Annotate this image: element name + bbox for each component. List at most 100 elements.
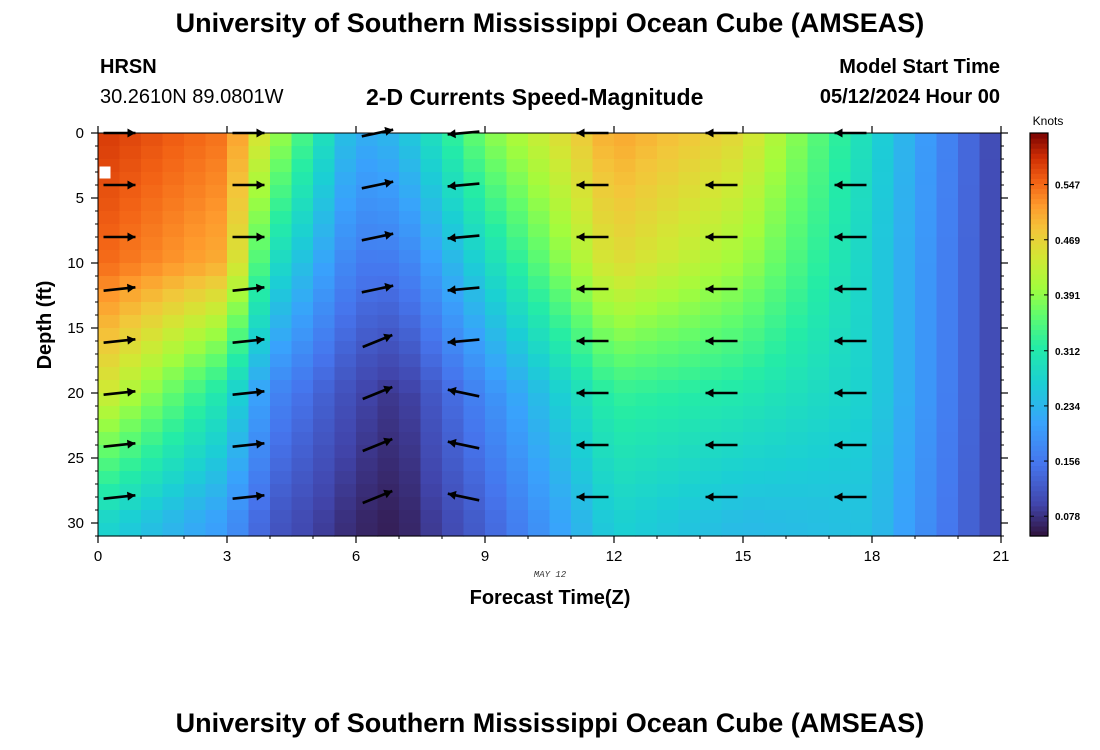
heatmap-cell xyxy=(356,146,379,160)
x-axis-label: Forecast Time(Z) xyxy=(470,587,631,609)
heatmap-cell xyxy=(442,445,465,459)
heatmap-cell xyxy=(893,133,916,147)
heatmap-cell xyxy=(141,276,164,290)
heatmap-cell xyxy=(807,341,830,355)
heatmap-cell xyxy=(592,471,615,485)
heatmap-cell xyxy=(614,393,637,407)
heatmap-cell xyxy=(893,497,916,511)
heatmap-cell xyxy=(764,133,787,147)
heatmap-cell xyxy=(227,237,250,251)
colorbar-segment xyxy=(1030,349,1048,356)
heatmap-cell xyxy=(721,367,744,381)
heatmap-cell xyxy=(657,159,680,173)
heatmap-cell xyxy=(743,224,766,238)
heatmap-cell xyxy=(506,276,529,290)
colorbar-segment xyxy=(1030,430,1048,436)
heatmap-cell xyxy=(936,484,959,498)
heatmap-cell xyxy=(506,510,529,524)
heatmap-cell xyxy=(592,276,615,290)
heatmap-cell xyxy=(549,484,572,498)
colorbar-segment xyxy=(1030,525,1048,532)
heatmap-cell xyxy=(141,185,164,199)
heatmap-cell xyxy=(678,367,701,381)
heatmap-cell xyxy=(936,198,959,212)
heatmap-cell xyxy=(915,328,938,342)
current-vector xyxy=(834,232,867,242)
heatmap-cell xyxy=(205,471,228,485)
heatmap-cell xyxy=(119,380,142,394)
colorbar-title: Knots xyxy=(1033,114,1064,128)
heatmap-cell xyxy=(399,237,422,251)
current-vector xyxy=(705,336,738,346)
heatmap-cell xyxy=(270,341,293,355)
heatmap-cell xyxy=(463,471,486,485)
heatmap-cell xyxy=(98,484,121,498)
heatmap-cell xyxy=(893,432,916,446)
heatmap-cell xyxy=(635,419,658,433)
heatmap-cell xyxy=(270,471,293,485)
heatmap-cell xyxy=(678,354,701,368)
heatmap-cell xyxy=(592,302,615,316)
heatmap-cell xyxy=(334,224,357,238)
heatmap-cell xyxy=(614,276,637,290)
heatmap-cell xyxy=(635,406,658,420)
heatmap-cell xyxy=(614,354,637,368)
colorbar-segment xyxy=(1030,289,1048,295)
heatmap-cell xyxy=(807,419,830,433)
heatmap-cell xyxy=(915,289,938,303)
heatmap-cell xyxy=(915,458,938,472)
heatmap-cell xyxy=(399,224,422,238)
heatmap-cell xyxy=(528,497,551,511)
heatmap-cell xyxy=(657,276,680,290)
heatmap-cell xyxy=(377,198,400,212)
heatmap-cell xyxy=(98,341,121,355)
heatmap-cell xyxy=(786,133,809,147)
heatmap-cell xyxy=(442,367,465,381)
heatmap-cell xyxy=(764,328,787,342)
colorbar-segment xyxy=(1030,218,1048,225)
heatmap-cell xyxy=(377,146,400,160)
heatmap-cell xyxy=(958,211,981,225)
heatmap-cell xyxy=(592,289,615,303)
heatmap-cell xyxy=(678,328,701,342)
heatmap-cell xyxy=(678,224,701,238)
heatmap-cell xyxy=(506,341,529,355)
heatmap-cell xyxy=(420,198,443,212)
heatmap-cell xyxy=(227,445,250,459)
heatmap-cell xyxy=(119,341,142,355)
heatmap-cell xyxy=(764,510,787,524)
heatmap-cell xyxy=(936,328,959,342)
heatmap-cell xyxy=(915,185,938,199)
heatmap-cell xyxy=(786,185,809,199)
colorbar-segment xyxy=(1030,263,1048,270)
heatmap-cell xyxy=(829,406,852,420)
heatmap-cell xyxy=(485,432,508,446)
heatmap-cell xyxy=(807,497,830,511)
heatmap-cell xyxy=(141,237,164,251)
heatmap-cell xyxy=(743,198,766,212)
heatmap-cell xyxy=(979,432,1002,446)
heatmap-cell xyxy=(958,185,981,199)
heatmap-cell xyxy=(356,198,379,212)
heatmap-cell xyxy=(893,458,916,472)
heatmap-cell xyxy=(850,263,873,277)
heatmap-cell xyxy=(291,146,314,160)
heatmap-cell xyxy=(141,172,164,186)
heatmap-cell xyxy=(184,406,207,420)
heatmap-cell xyxy=(377,419,400,433)
heatmap-cell xyxy=(807,510,830,524)
heatmap-cell xyxy=(399,133,422,147)
colorbar-segment xyxy=(1030,163,1048,169)
heatmap-cell xyxy=(807,328,830,342)
heatmap-cell xyxy=(657,328,680,342)
heatmap-cell xyxy=(958,354,981,368)
heatmap-cell xyxy=(743,302,766,316)
heatmap-cell xyxy=(506,211,529,225)
heatmap-cell xyxy=(743,380,766,394)
heatmap-cell xyxy=(485,289,508,303)
heatmap-cell xyxy=(141,224,164,238)
heatmap-cell xyxy=(485,224,508,238)
heatmap-cell xyxy=(850,315,873,329)
heatmap-cell xyxy=(678,133,701,147)
heatmap-cell xyxy=(442,432,465,446)
